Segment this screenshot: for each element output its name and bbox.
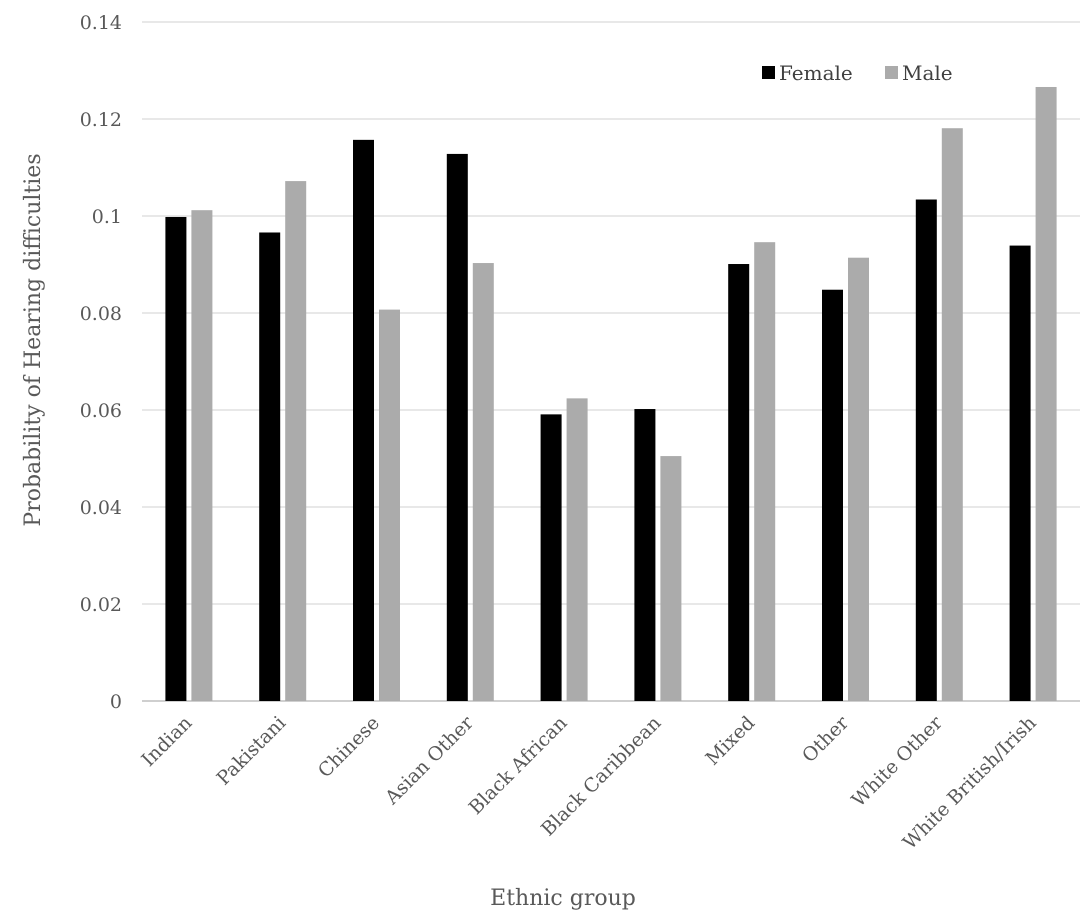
y-tick-label: 0.08 <box>80 303 122 325</box>
bar-female-other <box>822 289 843 701</box>
bar-male-pakistani <box>285 181 307 701</box>
bar-female-black-african <box>540 414 562 701</box>
bar-male-chinese <box>379 309 400 701</box>
y-tick-label: 0.1 <box>92 206 122 228</box>
bars <box>165 86 1057 702</box>
y-tick-label: 0 <box>110 691 122 713</box>
x-category-label: Pakistani <box>213 712 291 790</box>
y-tick-label: 0.14 <box>80 12 122 34</box>
bar-male-black-caribbean <box>660 456 682 701</box>
x-category-label: Indian <box>137 712 196 771</box>
bar-female-mixed <box>728 264 750 701</box>
y-tick-label: 0.06 <box>80 400 122 422</box>
gridlines <box>142 21 1080 702</box>
legend: Female Male <box>762 61 953 85</box>
y-tick-label: 0.02 <box>80 594 122 616</box>
x-category-label: Chinese <box>314 712 384 782</box>
bar-male-black-african <box>566 398 588 701</box>
bar-male-other <box>848 257 869 701</box>
legend-swatch-female <box>762 66 775 79</box>
x-category-label: Asian Other <box>380 711 478 809</box>
legend-swatch-male <box>885 66 898 79</box>
x-category-label: Mixed <box>701 712 759 770</box>
bar-male-asian-other <box>472 263 494 701</box>
legend-label-male: Male <box>902 61 953 85</box>
bar-male-white-british-irish <box>1035 86 1057 702</box>
y-axis-ticks: 0 0.02 0.04 0.06 0.08 0.1 0.12 0.14 <box>80 12 122 713</box>
bar-female-indian <box>165 216 187 701</box>
bar-male-white-other <box>941 128 963 702</box>
x-category-label: Other <box>798 711 854 767</box>
bar-female-black-caribbean <box>634 409 656 701</box>
bar-female-white-british-irish <box>1009 245 1031 701</box>
y-axis-title: Probability of Hearing difficulties <box>21 153 46 526</box>
x-axis-title: Ethnic group <box>490 886 636 911</box>
bar-female-pakistani <box>259 232 281 702</box>
bar-male-indian <box>191 210 213 701</box>
bar-female-chinese <box>353 139 374 702</box>
bar-male-mixed <box>754 242 776 701</box>
x-category-label: White Other <box>847 711 947 811</box>
x-category-label: Black African <box>465 712 572 819</box>
y-tick-label: 0.04 <box>80 497 122 519</box>
legend-label-female: Female <box>779 61 853 85</box>
bar-female-white-other <box>915 199 937 701</box>
bar-female-asian-other <box>446 153 468 702</box>
y-tick-label: 0.12 <box>80 109 122 131</box>
